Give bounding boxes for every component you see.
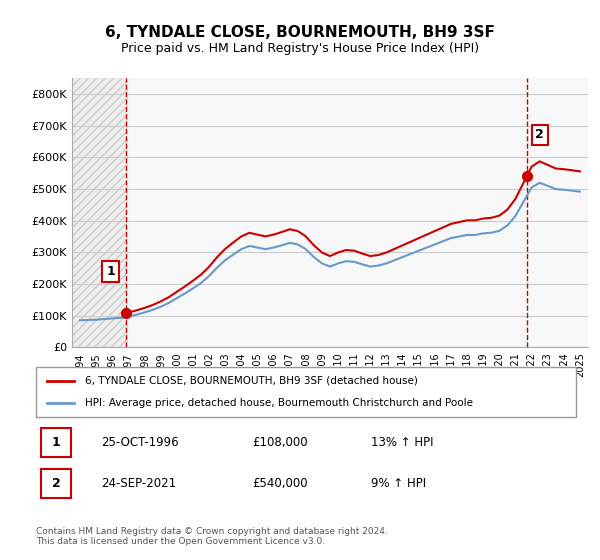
Text: £540,000: £540,000	[252, 477, 308, 490]
Text: 24-SEP-2021: 24-SEP-2021	[101, 477, 176, 490]
Text: 6, TYNDALE CLOSE, BOURNEMOUTH, BH9 3SF: 6, TYNDALE CLOSE, BOURNEMOUTH, BH9 3SF	[105, 25, 495, 40]
Bar	[72, 78, 125, 347]
Text: 25-OCT-1996: 25-OCT-1996	[101, 436, 178, 449]
Text: 1: 1	[106, 265, 115, 278]
FancyBboxPatch shape	[41, 469, 71, 497]
Bar	[125, 78, 588, 347]
FancyBboxPatch shape	[41, 428, 71, 457]
Text: Price paid vs. HM Land Registry's House Price Index (HPI): Price paid vs. HM Land Registry's House …	[121, 42, 479, 55]
Text: 6, TYNDALE CLOSE, BOURNEMOUTH, BH9 3SF (detached house): 6, TYNDALE CLOSE, BOURNEMOUTH, BH9 3SF (…	[85, 376, 418, 386]
Text: 2: 2	[52, 477, 61, 490]
Text: 2: 2	[535, 128, 544, 142]
FancyBboxPatch shape	[36, 367, 576, 417]
Text: £108,000: £108,000	[252, 436, 308, 449]
Text: 9% ↑ HPI: 9% ↑ HPI	[371, 477, 426, 490]
Text: HPI: Average price, detached house, Bournemouth Christchurch and Poole: HPI: Average price, detached house, Bour…	[85, 398, 473, 408]
Text: Contains HM Land Registry data © Crown copyright and database right 2024.
This d: Contains HM Land Registry data © Crown c…	[36, 526, 388, 546]
Bar	[72, 78, 125, 347]
Text: 13% ↑ HPI: 13% ↑ HPI	[371, 436, 433, 449]
Text: 1: 1	[52, 436, 61, 449]
